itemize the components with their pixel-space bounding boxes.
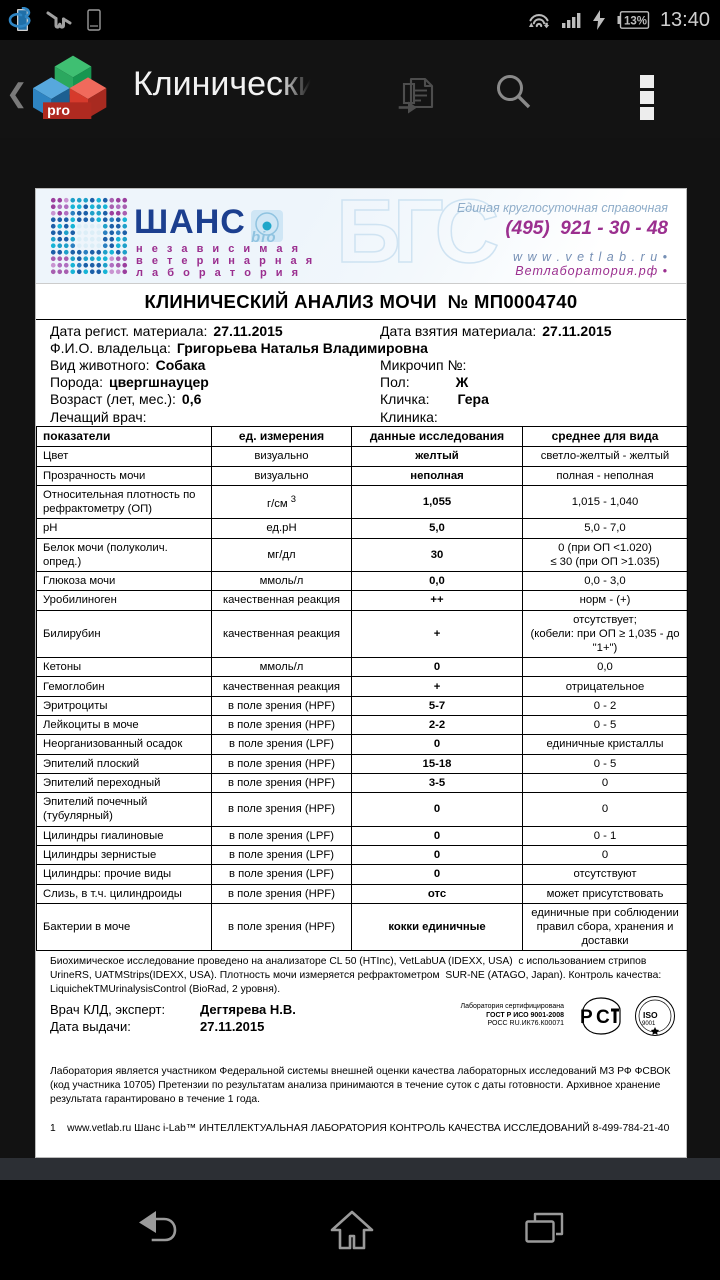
svg-text:C: C [596, 1007, 610, 1028]
svg-text:pro: pro [47, 103, 70, 119]
svg-text:ISO: ISO [643, 1010, 658, 1020]
svg-text:13%: 13% [624, 16, 647, 28]
svg-text:9001: 9001 [642, 1021, 656, 1027]
svg-text:bio: bio [251, 229, 277, 243]
svg-text:P: P [580, 1007, 593, 1028]
